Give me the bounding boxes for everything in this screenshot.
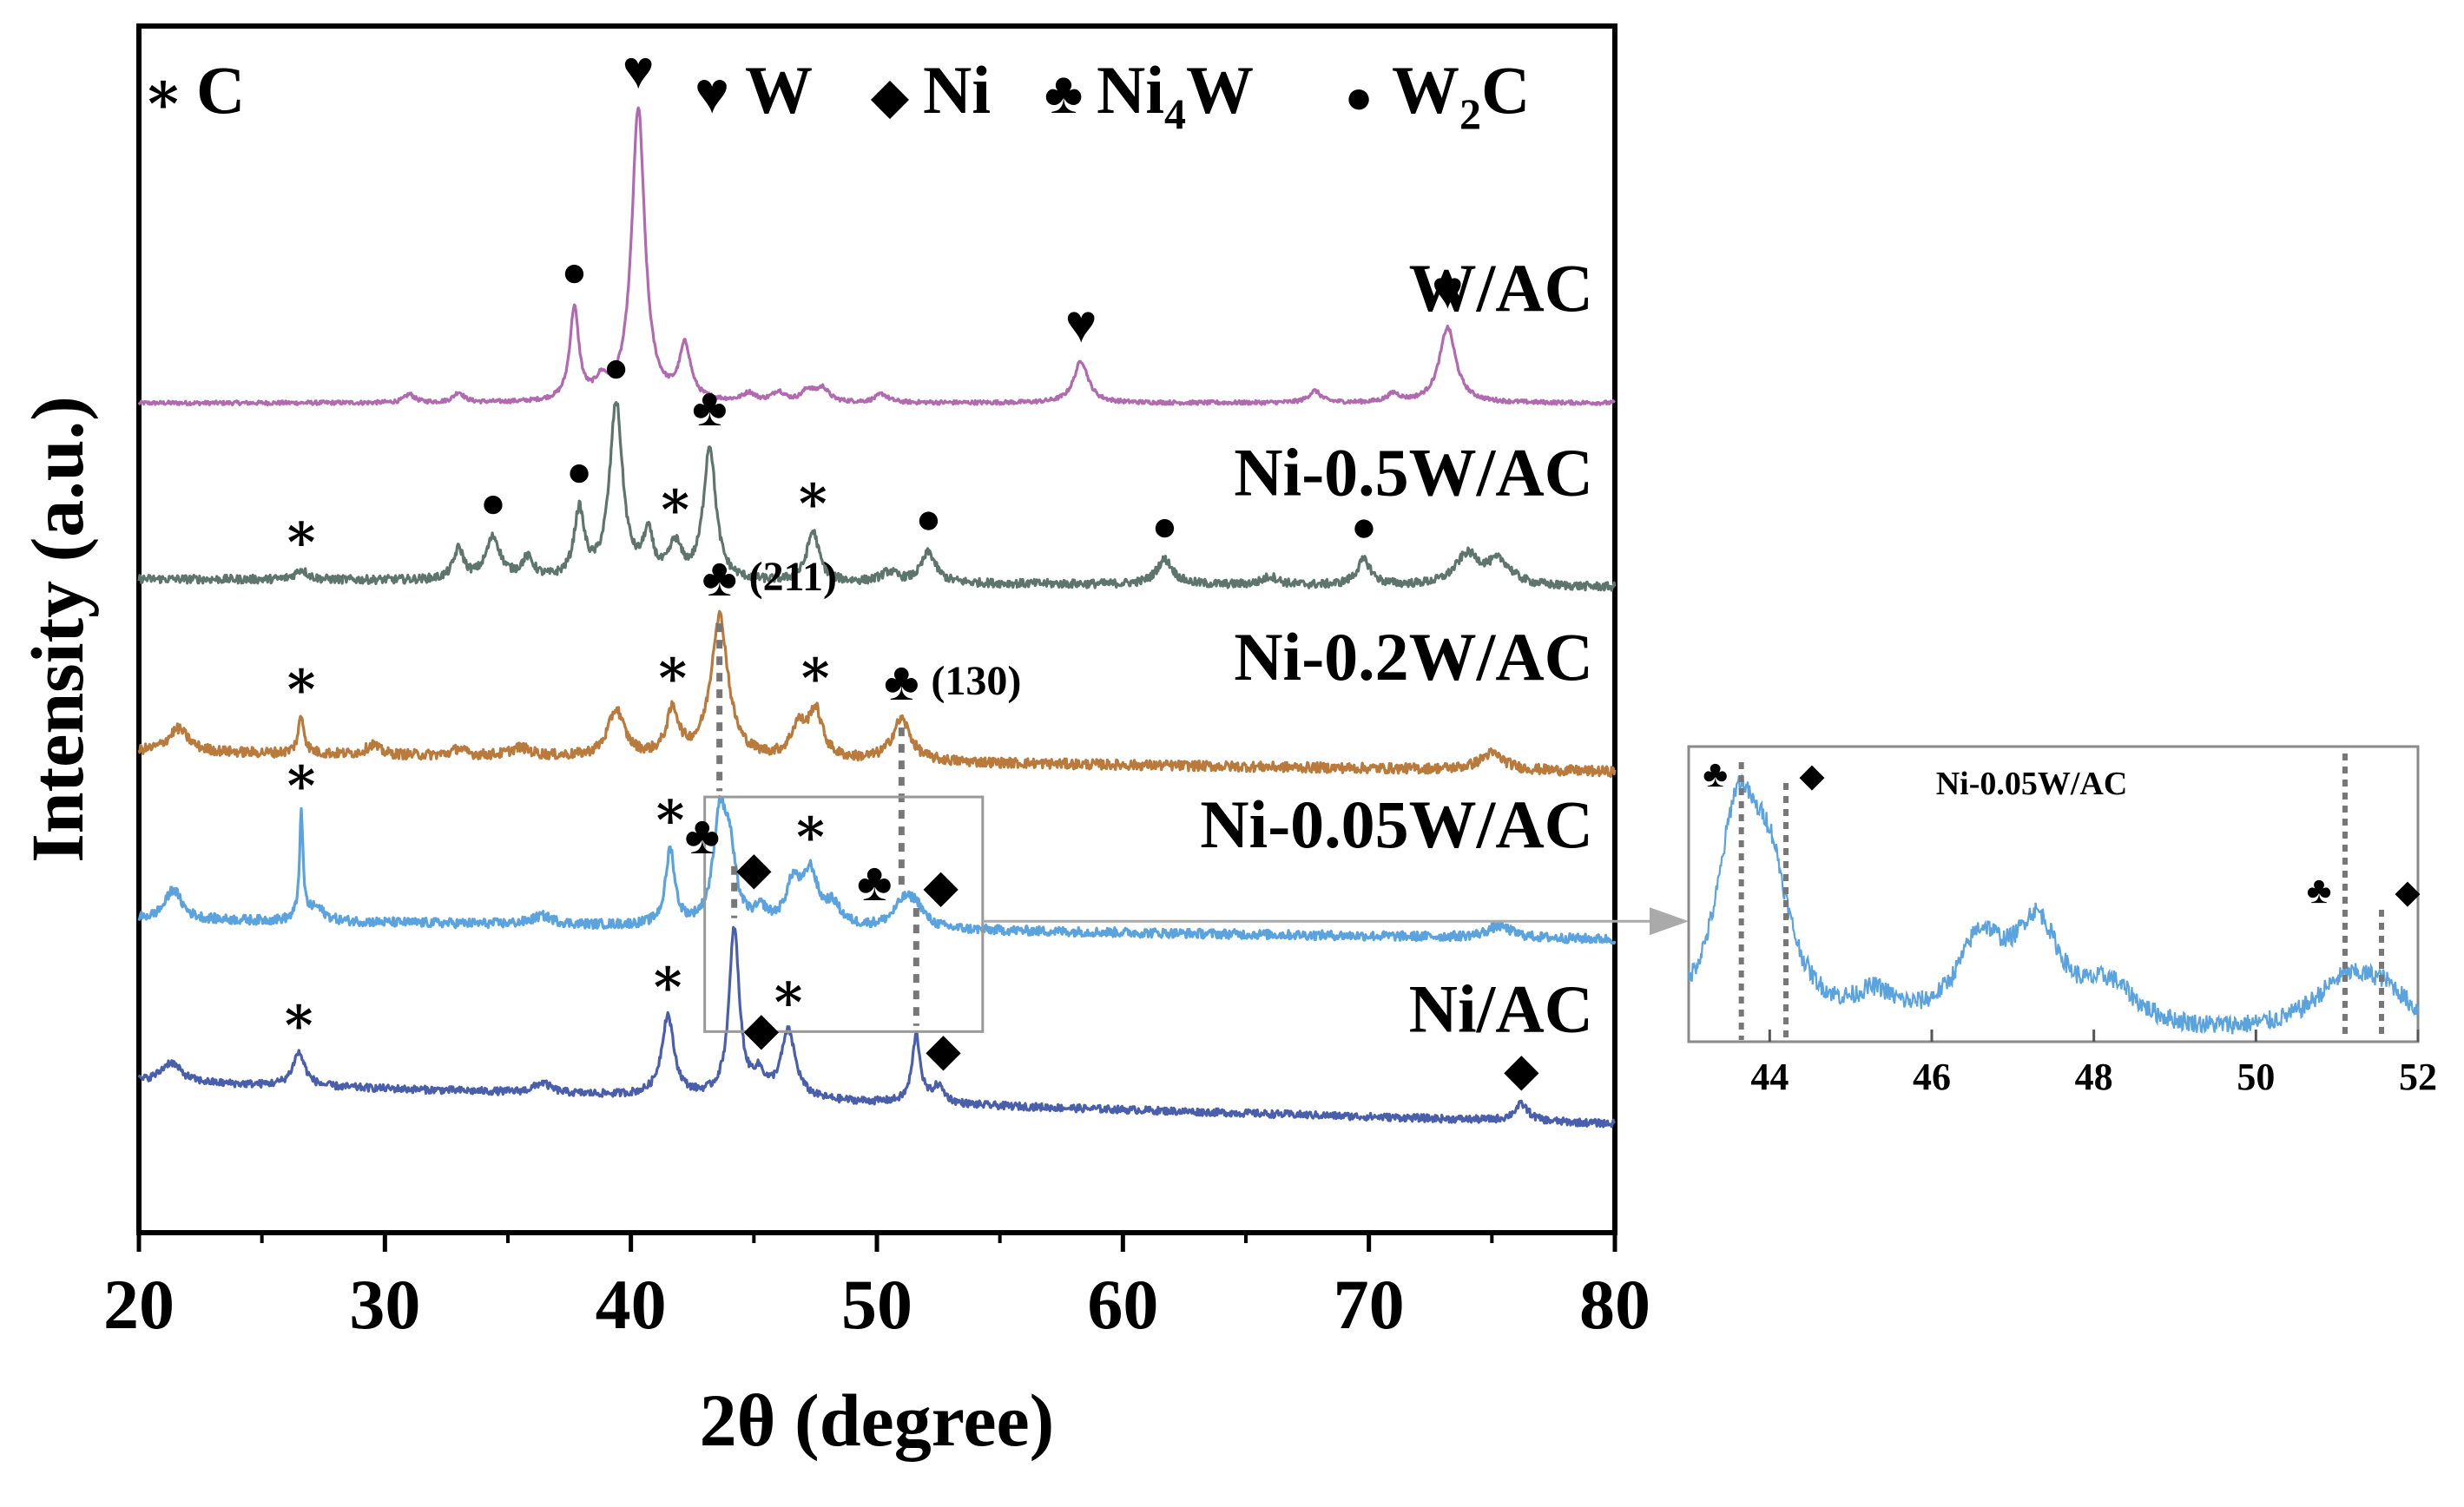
diamond-marker: ◆ bbox=[926, 1025, 961, 1076]
circle-marker: ● bbox=[562, 247, 588, 295]
main-reference-lines bbox=[716, 623, 919, 1026]
x-tick-label: 20 bbox=[103, 1265, 175, 1344]
club-marker: ♣ bbox=[684, 806, 720, 865]
inset-frame bbox=[1687, 745, 2420, 1043]
peak-index-label: (130) bbox=[931, 658, 1021, 704]
diamond-marker: ◆ bbox=[744, 1004, 780, 1055]
series-line-w-ac bbox=[137, 106, 1616, 407]
asterisk-marker: ∗ bbox=[143, 60, 184, 126]
diamond-marker: ◆ bbox=[1504, 1045, 1539, 1096]
club-marker: ♣ bbox=[857, 853, 893, 912]
asterisk-marker: ∗ bbox=[797, 640, 834, 699]
club-marker: ♣ bbox=[692, 378, 728, 438]
inset-series-group bbox=[1687, 773, 2420, 1035]
legend-suffix: W bbox=[1186, 52, 1254, 128]
main-x-ticks: 20 30 40 50 60 70 80 bbox=[103, 1233, 1650, 1344]
y-axis-title: Intensity (a.u.) bbox=[16, 396, 99, 863]
x-tick-label: 40 bbox=[596, 1265, 667, 1344]
x-axis-title: 2θ (degree) bbox=[700, 1379, 1055, 1462]
zoom-arrow-head bbox=[1650, 907, 1689, 936]
club-marker: ♣ bbox=[2307, 869, 2332, 911]
club-marker: ♣ bbox=[702, 549, 737, 608]
series-label-ni-0-5w-ac: Ni-0.5W/AC bbox=[1234, 435, 1593, 510]
asterisk-marker: ∗ bbox=[649, 949, 687, 1008]
legend-item-w: ♥ W bbox=[695, 52, 813, 128]
x-tick-label: 60 bbox=[1087, 1265, 1158, 1344]
main-annotations: ●♥♥♥∗●●●∗♣∗ ● ● ●∗ ∗♣ (211)∗ ♣ (130)∗∗♣◆∗♣ ◆∗∗◆∗… bbox=[280, 42, 1539, 1096]
circle-marker: ● bbox=[1345, 71, 1374, 123]
circle-marker: ● bbox=[603, 344, 629, 392]
diamond-marker: ◆ bbox=[736, 844, 772, 894]
asterisk-marker: ∗ bbox=[794, 465, 832, 524]
series-label-ni-0-2w-ac: Ni-0.2W/AC bbox=[1234, 619, 1593, 694]
x-tick-label: 30 bbox=[349, 1265, 420, 1344]
x-tick-label: 50 bbox=[841, 1265, 912, 1344]
series-labels: W/AC Ni-0.5W/AC Ni-0.2W/AC Ni-0.05W/AC Ni/AC bbox=[1200, 250, 1593, 1046]
legend-subscript: 2 bbox=[1459, 89, 1481, 138]
asterisk-marker: ∗ bbox=[280, 987, 318, 1046]
peak-index-label: (211) bbox=[749, 554, 837, 600]
series-line-ni-0-5w-ac bbox=[137, 401, 1617, 592]
diamond-marker: ◆ bbox=[871, 68, 910, 124]
series-line-ni-0-2w-ac bbox=[137, 609, 1617, 779]
club-marker: ♣ bbox=[1044, 60, 1084, 126]
legend-item-wc2: ● W2C bbox=[1345, 52, 1531, 138]
legend-item-ni: ◆ Ni bbox=[871, 52, 991, 128]
series-label-w-ac: W/AC bbox=[1409, 250, 1593, 326]
inset-series-line bbox=[1687, 773, 2420, 1035]
diamond-marker: ◆ bbox=[2395, 874, 2421, 911]
asterisk-marker: ∗ bbox=[654, 639, 691, 698]
legend-item-niw4: ♣ Ni4W bbox=[1044, 52, 1254, 138]
legend-label: Ni4W bbox=[1097, 52, 1254, 138]
legend: ∗ C ♥ W ◆ Ni ♣ Ni4W ● W2C bbox=[143, 52, 1531, 138]
legend-subscript: 4 bbox=[1164, 89, 1186, 138]
legend-label: W2C bbox=[1392, 52, 1530, 138]
circle-marker: ● bbox=[480, 478, 506, 526]
asterisk-marker: ∗ bbox=[283, 503, 320, 563]
main-series-group bbox=[137, 106, 1617, 1129]
x-tick-label: 80 bbox=[1579, 1265, 1650, 1344]
inset-reference-lines: ♣ ◆ ♣ ◆ bbox=[1703, 753, 2421, 1040]
zoom-box-group bbox=[703, 795, 1689, 1033]
series-line-ni-0-05w-ac bbox=[137, 794, 1617, 945]
club-marker: ♣ bbox=[884, 653, 919, 712]
circle-marker: ● bbox=[916, 495, 942, 543]
heart-marker: ♥ bbox=[1065, 295, 1097, 354]
asterisk-marker: ∗ bbox=[770, 964, 807, 1023]
inset-x-tick-label: 52 bbox=[2399, 1056, 2437, 1098]
inset-x-tick-label: 48 bbox=[2075, 1056, 2113, 1098]
series-label-ni-0-05w-ac: Ni-0.05W/AC bbox=[1200, 786, 1593, 862]
club-marker: ♣ bbox=[1703, 753, 1728, 795]
asterisk-marker: ∗ bbox=[283, 747, 320, 806]
inset-x-tick-label: 50 bbox=[2237, 1056, 2275, 1098]
x-tick-label: 70 bbox=[1334, 1265, 1405, 1344]
circle-marker: ● bbox=[566, 448, 592, 496]
legend-label: Ni bbox=[923, 52, 991, 128]
legend-item-c: ∗ C bbox=[143, 52, 246, 128]
inset-x-ticks: 44 46 48 50 52 bbox=[1750, 1030, 2437, 1098]
diamond-marker: ◆ bbox=[1799, 758, 1825, 794]
circle-marker: ● bbox=[1351, 503, 1377, 550]
legend-suffix: C bbox=[1481, 52, 1530, 128]
asterisk-marker: ∗ bbox=[656, 471, 694, 530]
asterisk-marker: ∗ bbox=[283, 650, 320, 709]
heart-marker: ♥ bbox=[623, 42, 655, 101]
zoom-box bbox=[703, 795, 985, 1033]
inset-x-tick-label: 46 bbox=[1913, 1056, 1951, 1098]
series-label-ni-ac: Ni/AC bbox=[1409, 971, 1593, 1046]
heart-marker: ♥ bbox=[1432, 261, 1464, 320]
asterisk-marker: ∗ bbox=[652, 781, 689, 840]
inset-x-tick-label: 44 bbox=[1750, 1056, 1789, 1098]
legend-label: W bbox=[745, 52, 813, 128]
diamond-marker: ◆ bbox=[923, 861, 959, 911]
circle-marker: ● bbox=[1152, 502, 1178, 549]
legend-label: C bbox=[196, 52, 245, 128]
heart-marker: ♥ bbox=[695, 60, 729, 126]
inset-title: Ni-0.05W/AC bbox=[1936, 766, 2128, 802]
series-line-ni-ac bbox=[137, 925, 1616, 1129]
asterisk-marker: ∗ bbox=[792, 799, 829, 858]
